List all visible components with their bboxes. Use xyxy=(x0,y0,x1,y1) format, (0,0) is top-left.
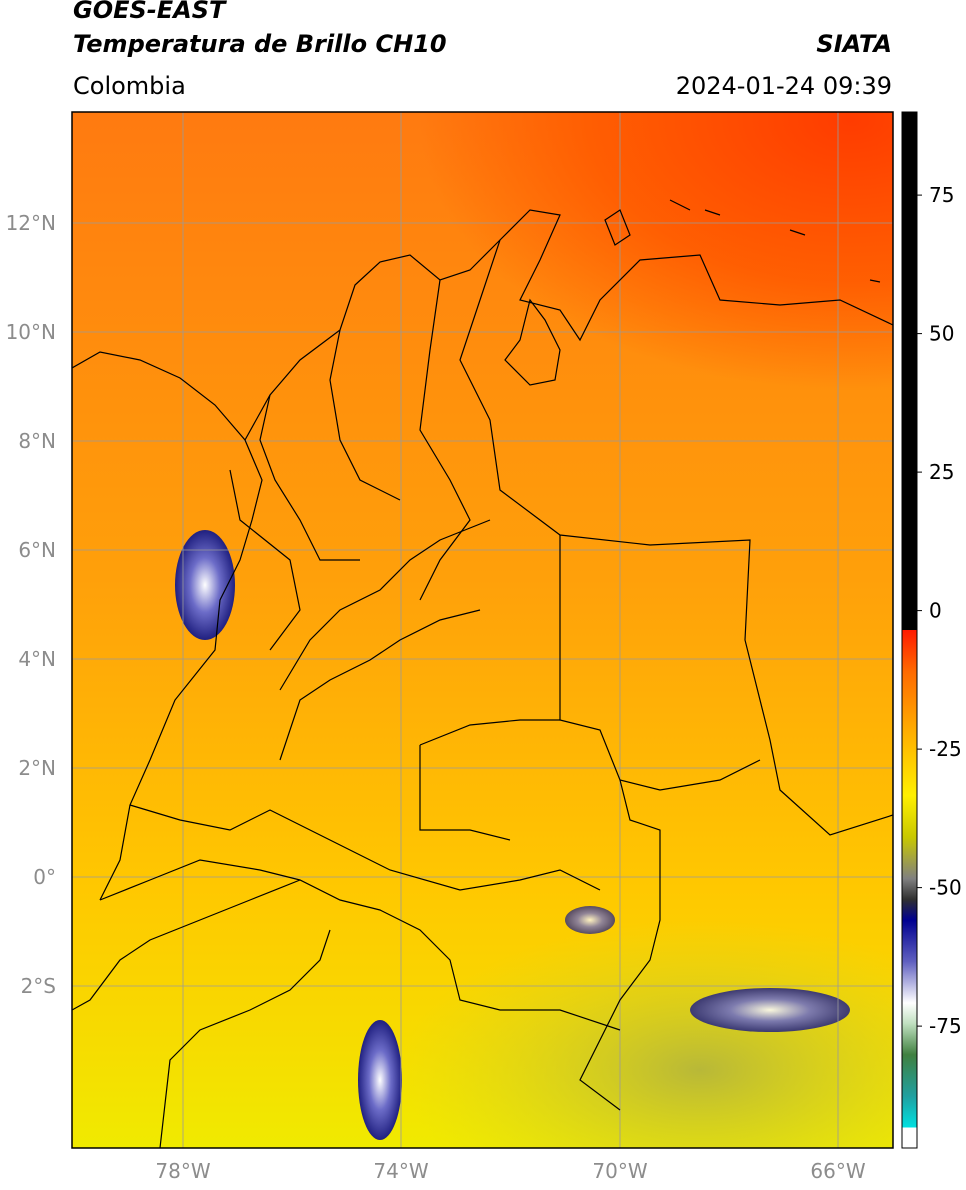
lat-label-8n: 8°N xyxy=(18,429,56,453)
warm-region xyxy=(160,112,893,600)
cloud-cell xyxy=(358,1020,402,1140)
lat-label-10n: 10°N xyxy=(6,320,56,344)
lon-label-78w: 78°W xyxy=(155,1159,210,1183)
cloud-cell xyxy=(175,530,235,640)
latitude-labels: 12°N 10°N 8°N 6°N 4°N 2°N 0° 2°S xyxy=(6,211,56,998)
lat-label-2n: 2°N xyxy=(18,756,56,780)
lat-label-2s: 2°S xyxy=(21,974,56,998)
borders xyxy=(72,199,893,1148)
colorbar-tick-label: 50 xyxy=(929,322,954,346)
lat-label-4n: 4°N xyxy=(18,647,56,671)
map-field xyxy=(72,112,893,1148)
cloud-cell xyxy=(690,988,850,1032)
product-title: Temperatura de Brillo CH10 xyxy=(73,30,447,58)
colorbar-tick-label: -25 xyxy=(929,737,962,761)
lat-label-12n: 12°N xyxy=(6,211,56,235)
cold-region xyxy=(400,920,893,1148)
lat-label-0: 0° xyxy=(33,865,56,889)
lat-label-6n: 6°N xyxy=(18,538,56,562)
colorbar-tick-label: 25 xyxy=(929,460,954,484)
longitude-labels: 78°W 74°W 70°W 66°W xyxy=(155,1159,865,1183)
cloud-cell xyxy=(565,906,615,934)
colorbar-tick-label: 75 xyxy=(929,183,954,207)
datetime-label: 2024-01-24 09:39 xyxy=(675,72,892,100)
satellite-title: GOES-EAST xyxy=(73,0,226,24)
colorbar-tick-label: 0 xyxy=(929,599,942,623)
graticule xyxy=(72,112,893,1148)
region-label: Colombia xyxy=(73,72,186,100)
colorbar xyxy=(901,111,918,1149)
lon-label-70w: 70°W xyxy=(592,1159,647,1183)
lon-label-74w: 74°W xyxy=(373,1159,428,1183)
colorbar-tick-label: -75 xyxy=(929,1014,962,1038)
source-label: SIATA xyxy=(816,30,892,58)
map-frame xyxy=(71,111,894,1149)
colorbar-tick-label: -50 xyxy=(929,876,962,900)
lon-label-66w: 66°W xyxy=(810,1159,865,1183)
colorbar-ticks: 75 50 25 0 -25 -50 -75 xyxy=(917,183,962,1038)
